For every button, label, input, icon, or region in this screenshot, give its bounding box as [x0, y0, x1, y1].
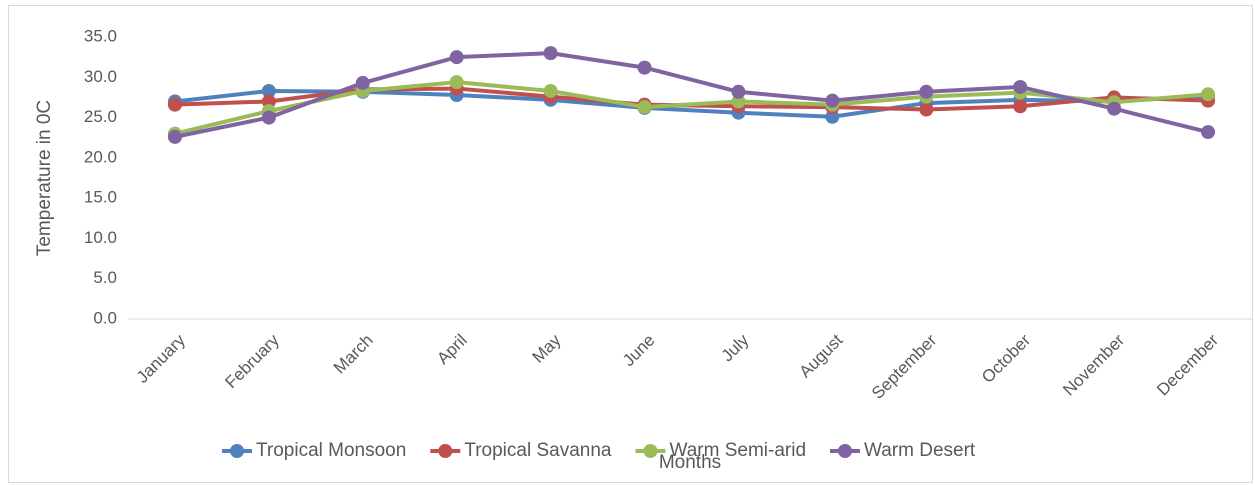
legend-marker	[230, 444, 244, 458]
marker	[825, 109, 840, 124]
marker	[731, 84, 746, 99]
marker	[1201, 87, 1216, 102]
marker	[449, 75, 464, 90]
marker	[1107, 101, 1122, 116]
marker	[731, 94, 746, 109]
legend-marker	[438, 444, 453, 458]
y-tick-label: 15.0	[84, 188, 117, 207]
legend-marker	[838, 444, 853, 458]
marker	[637, 100, 652, 115]
marker	[825, 93, 840, 108]
legend-marker	[643, 444, 658, 458]
marker	[449, 50, 464, 65]
marker	[1013, 79, 1028, 94]
legend-label: Warm Semi-arid	[669, 440, 806, 461]
y-tick-label: 5.0	[93, 268, 117, 287]
marker	[919, 102, 934, 117]
series-line	[174, 51, 1209, 139]
series-line	[174, 80, 1209, 136]
marker	[543, 46, 558, 61]
marker	[543, 83, 558, 98]
marker	[637, 60, 652, 75]
marker	[167, 129, 182, 144]
marker	[919, 84, 934, 99]
legend-label: Tropical Savanna	[464, 440, 612, 461]
marker	[261, 83, 276, 98]
marker	[1201, 125, 1216, 140]
x-axis-title: Months	[659, 452, 721, 473]
y-tick-label: 10.0	[84, 228, 117, 247]
marker	[167, 97, 182, 112]
y-tick-label: 20.0	[84, 147, 117, 166]
legend-item: Warm Desert	[830, 440, 976, 461]
legend-item: Tropical Savanna	[430, 440, 612, 461]
y-tick-label: 30.0	[84, 67, 117, 86]
legend-label: Tropical Monsoon	[256, 440, 406, 461]
marker	[261, 110, 276, 125]
y-tick-label: 25.0	[84, 107, 117, 126]
marker	[1013, 99, 1028, 114]
chart-frame	[8, 5, 1253, 483]
y-axis-title: Temperature in 0C	[34, 100, 55, 256]
legend-item: Warm Semi-arid	[635, 440, 806, 461]
y-tick-label: 35.0	[84, 26, 117, 45]
legend-label: Warm Desert	[864, 440, 976, 461]
marker	[355, 75, 370, 90]
y-tick-label: 0.0	[93, 308, 117, 327]
legend-item: Tropical Monsoon	[222, 440, 406, 461]
marker	[261, 94, 276, 109]
